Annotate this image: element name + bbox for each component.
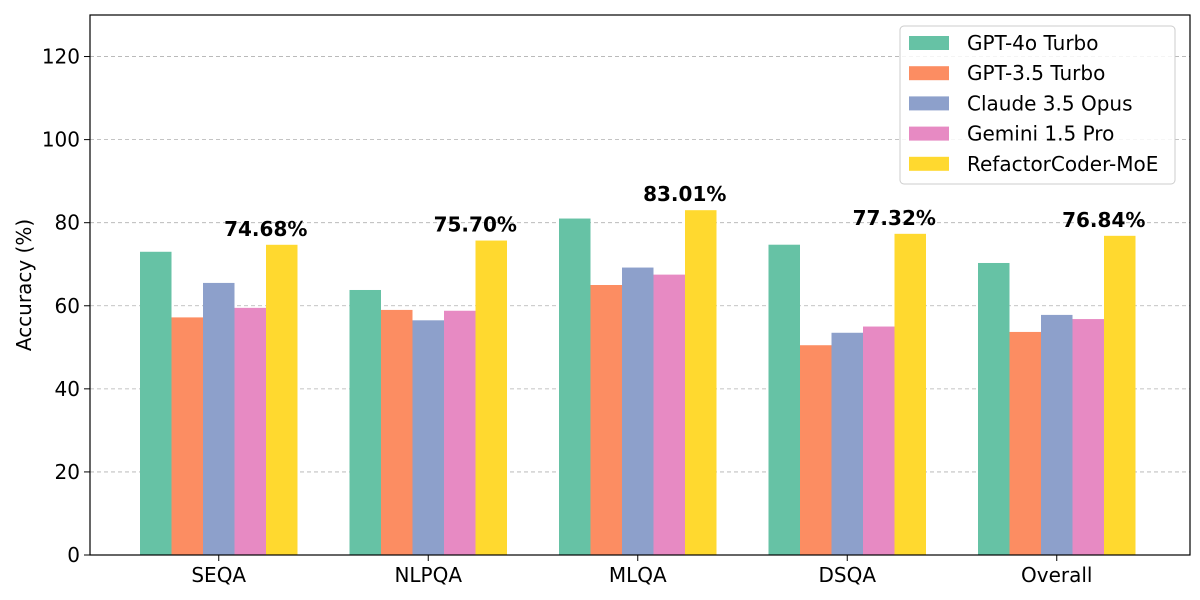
legend-swatch-gpt-3-5-turbo — [909, 66, 949, 81]
y-tick-label: 80 — [55, 211, 80, 235]
bars-layer — [140, 210, 1136, 556]
y-axis-title: Accuracy (%) — [12, 219, 36, 351]
bar-gemini-1-5-pro-overall — [1072, 319, 1104, 555]
bar-refactorcoder-moe-mlqa — [685, 210, 717, 556]
bar-gpt-3-5-turbo-mlqa — [590, 285, 622, 555]
y-tick-label: 20 — [55, 460, 80, 484]
y-tick-label: 40 — [55, 377, 80, 401]
legend-label: Claude 3.5 Opus — [967, 91, 1133, 115]
bar-refactorcoder-moe-nlpqa — [475, 240, 507, 556]
legend-swatch-refactorcoder-moe — [909, 156, 949, 171]
legend-label: RefactorCoder-MoE — [967, 152, 1158, 176]
data-label: 76.84% — [1062, 208, 1145, 232]
bar-gpt-4o-turbo-overall — [978, 262, 1010, 555]
y-tick-label: 120 — [42, 45, 80, 69]
legend-label: GPT-4o Turbo — [967, 31, 1098, 55]
x-tick-label: NLPQA — [394, 563, 462, 587]
bar-claude-3-5-opus-dsqa — [831, 332, 863, 555]
legend-box — [899, 25, 1176, 185]
x-tick-label: MLQA — [609, 563, 667, 587]
bar-gpt-3-5-turbo-dsqa — [800, 345, 832, 555]
y-tick-label: 0 — [67, 543, 80, 567]
bar-gpt-3-5-turbo-nlpqa — [381, 309, 413, 555]
legend: GPT-4o Turbo GPT-3.5 Turbo Claude 3.5 Opus… — [899, 25, 1176, 185]
legend-label: GPT-3.5 Turbo — [967, 61, 1105, 85]
bar-gpt-4o-turbo-nlpqa — [349, 289, 381, 555]
bar-gpt-4o-turbo-mlqa — [559, 218, 591, 556]
bar-gemini-1-5-pro-nlpqa — [444, 310, 476, 555]
axes-layer: 0 20 40 60 80 100 120 SEQA NLPQA MLQA DSQA Overall A… — [12, 14, 1191, 587]
bar-gpt-4o-turbo-dsqa — [768, 244, 800, 555]
bar-gpt-3-5-turbo-seqa — [171, 317, 203, 555]
y-tick-label: 60 — [55, 294, 80, 318]
bar-refactorcoder-moe-overall — [1104, 235, 1136, 555]
x-tick-label: Overall — [1021, 563, 1092, 587]
y-tick-label: 100 — [42, 128, 80, 152]
data-label: 83.01% — [643, 182, 726, 206]
bar-claude-3-5-opus-mlqa — [622, 267, 654, 555]
legend-swatch-claude-3-5-opus — [909, 96, 949, 111]
data-label: 74.68% — [224, 217, 307, 241]
bar-gpt-3-5-turbo-overall — [1009, 331, 1041, 555]
bar-claude-3-5-opus-overall — [1041, 314, 1073, 555]
legend-swatch-gemini-1-5-pro — [909, 126, 949, 141]
x-tick-label: SEQA — [191, 563, 246, 587]
bar-refactorcoder-moe-seqa — [266, 244, 298, 555]
data-label: 75.70% — [434, 213, 517, 237]
plot-frame — [89, 14, 1191, 556]
bar-gpt-4o-turbo-seqa — [140, 251, 172, 555]
labels-layer: 74.68% 75.70% 83.01% 77.32% 76.84% — [224, 182, 1145, 241]
bar-gemini-1-5-pro-mlqa — [653, 274, 685, 555]
data-label: 77.32% — [853, 206, 936, 230]
legend-swatch-gpt-4o-turbo — [909, 36, 949, 50]
bar-gemini-1-5-pro-dsqa — [863, 326, 895, 555]
x-tick-label: DSQA — [818, 563, 876, 587]
bar-gemini-1-5-pro-seqa — [234, 307, 266, 555]
bar-claude-3-5-opus-seqa — [203, 282, 235, 555]
bar-refactorcoder-moe-dsqa — [894, 233, 926, 555]
bar-claude-3-5-opus-nlpqa — [412, 320, 444, 555]
legend-label: Gemini 1.5 Pro — [967, 122, 1114, 146]
